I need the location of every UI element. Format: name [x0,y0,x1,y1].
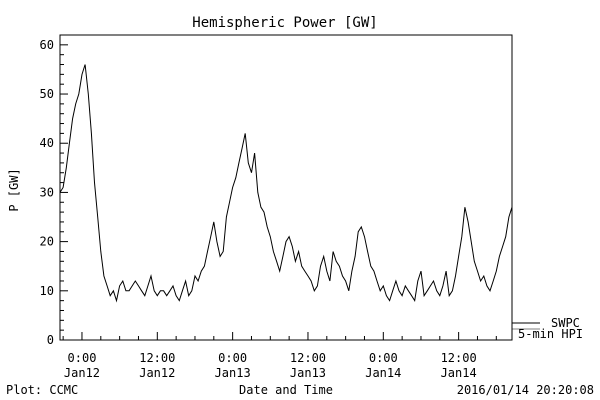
x-tick-label-time: 12:00 [441,351,477,365]
y-axis-ticks: 0 10 20 30 40 50 60 [40,38,68,347]
series-layer [59,64,513,303]
legend-swpc-label: SWPC [551,316,580,330]
plot-frame [59,34,513,341]
y-tick-label: 20 [40,235,54,249]
x-tick-label-date: Jan13 [215,366,251,380]
plot-timestamp: 2016/01/14 20:20:08 [457,383,594,397]
x-tick-label-time: 0:00 [218,351,247,365]
legend-hpi-label: 5-min HPI [518,327,583,341]
x-tick-label-date: Jan14 [441,366,477,380]
x-tick-label-time: 12:00 [290,351,326,365]
x-tick-label-date: Jan13 [290,366,326,380]
x-tick-label-date: Jan12 [139,366,175,380]
x-tick-label-time: 0:00 [369,351,398,365]
x-axis-ticks: 0:00Jan1212:00Jan120:00Jan1312:00Jan130:… [62,332,497,380]
x-tick-label-date: Jan14 [365,366,401,380]
hpi-series-line [59,64,513,303]
plot-credit: Plot: CCMC [6,383,78,397]
y-tick-label: 30 [40,185,54,199]
y-tick-label: 60 [40,38,54,52]
y-tick-label: 50 [40,87,54,101]
x-tick-label-time: 0:00 [68,351,97,365]
y-tick-label: 0 [47,333,54,347]
chart-title: Hemispheric Power [GW] [192,15,377,31]
x-tick-label-date: Jan12 [64,366,100,380]
y-axis-label: P [GW] [7,168,21,211]
y-tick-label: 40 [40,136,54,150]
x-tick-label-time: 12:00 [139,351,175,365]
y-tick-label: 10 [40,284,54,298]
legend: SWPC 5-min HPI [512,316,583,341]
x-axis-label: Date and Time [239,383,333,397]
